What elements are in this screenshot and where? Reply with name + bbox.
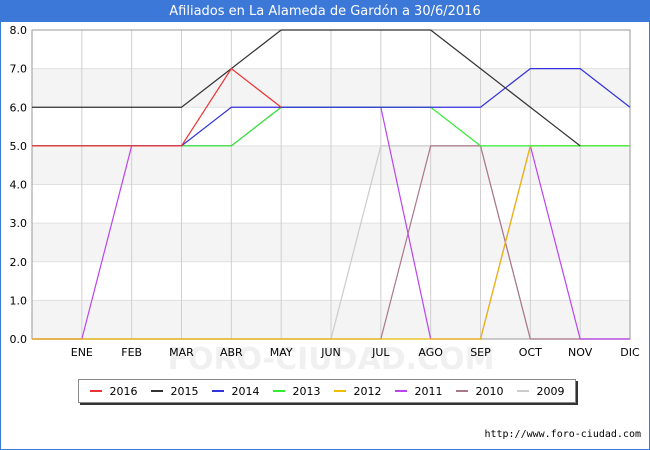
legend-item-2009: 2009 (516, 384, 565, 398)
y-tick-label: 1.0 (10, 294, 28, 307)
x-tick-label: NOV (568, 346, 593, 359)
x-tick-label: OCT (519, 346, 542, 359)
y-tick-label: 8.0 (10, 24, 28, 37)
y-tick-label: 3.0 (10, 217, 28, 230)
legend-label: 2012 (353, 384, 382, 398)
x-tick-label: DIC (620, 346, 640, 359)
legend-item-2015: 2015 (150, 384, 199, 398)
chart-legend: 2016 2015 2014 2013 2012 2011 2010 2009 (78, 379, 576, 403)
series-line-2015 (32, 29, 581, 147)
y-tick-label: 5.0 (10, 140, 28, 153)
legend-item-2016: 2016 (89, 384, 138, 398)
y-tick-label: 6.0 (10, 101, 28, 114)
legend-swatch (150, 390, 163, 392)
legend-item-2010: 2010 (455, 384, 504, 398)
legend-swatch (272, 390, 285, 392)
x-tick-label: JUN (320, 346, 341, 359)
legend-label: 2015 (170, 384, 199, 398)
y-tick-label: 0.0 (10, 333, 28, 346)
x-tick-label: SEP (470, 346, 491, 359)
legend-swatch (516, 390, 529, 392)
legend-label: 2010 (475, 384, 504, 398)
y-tick-label: 7.0 (10, 63, 28, 76)
legend-item-2013: 2013 (272, 384, 321, 398)
legend-swatch (89, 390, 102, 392)
chart-title: Afiliados en La Alameda de Gardón a 30/6… (1, 1, 649, 22)
series-line-2016 (32, 67, 282, 147)
legend-label: 2014 (231, 384, 260, 398)
legend-swatch (394, 390, 407, 392)
legend-swatch (455, 390, 468, 392)
x-tick-label: MAY (270, 346, 293, 359)
source-url: http://www.foro-ciudad.com (484, 429, 641, 440)
watermark-text: FORO-CIUDAD.COM (168, 342, 495, 377)
x-tick-label: ENE (71, 346, 93, 359)
legend-label: 2011 (414, 384, 443, 398)
x-tick-label: ABR (220, 346, 243, 359)
legend-item-2012: 2012 (333, 384, 382, 398)
legend-label: 2016 (109, 384, 138, 398)
x-tick-label: JUL (371, 346, 390, 359)
x-tick-label: FEB (121, 346, 142, 359)
legend-swatch (211, 390, 224, 392)
legend-label: 2013 (292, 384, 321, 398)
legend-item-2011: 2011 (394, 384, 443, 398)
x-tick-label: MAR (169, 346, 194, 359)
y-tick-label: 4.0 (10, 179, 28, 192)
legend-label: 2009 (536, 384, 565, 398)
x-tick-label: AGO (418, 346, 443, 359)
legend-item-2014: 2014 (211, 384, 260, 398)
y-tick-label: 2.0 (10, 256, 28, 269)
legend-swatch (333, 390, 346, 392)
